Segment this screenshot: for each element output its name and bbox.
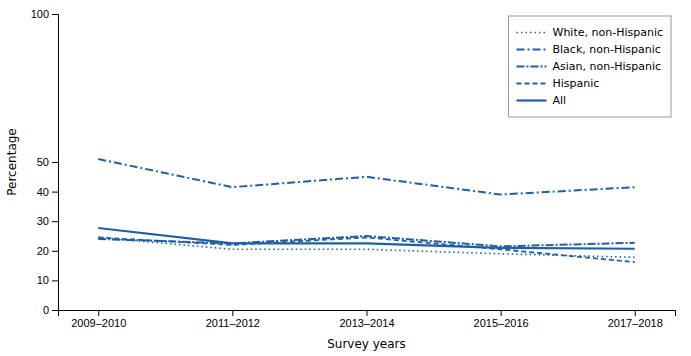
y-axis: 0 10 20 30 40 50 100 bbox=[31, 8, 59, 316]
legend-swatch bbox=[517, 66, 547, 68]
legend-label: All bbox=[553, 94, 567, 107]
y-tick-mark bbox=[52, 192, 58, 193]
y-tick-mark bbox=[52, 221, 58, 222]
y-tick: 30 bbox=[37, 215, 58, 227]
chart: 2009–2010 2011–2012 2013–2014 2015–2016 2017… bbox=[0, 0, 691, 356]
legend-label: Hispanic bbox=[553, 77, 600, 90]
y-tick-mark bbox=[52, 310, 58, 311]
y-tick-mark bbox=[52, 14, 58, 15]
y-axis-title: Percentage bbox=[5, 128, 19, 196]
plot: 2009–2010 2011–2012 2013–2014 2015–2016 2017… bbox=[5, 8, 676, 351]
legend-frame bbox=[509, 16, 671, 117]
y-tick-label: 20 bbox=[37, 245, 49, 257]
series-line bbox=[98, 237, 635, 262]
legend-label: White, non-Hispanic bbox=[553, 26, 663, 39]
legend-swatch bbox=[517, 32, 547, 34]
x-tick: 2013–2014 bbox=[339, 310, 394, 329]
x-tick-mark bbox=[367, 310, 368, 316]
x-tick-label: 2013–2014 bbox=[339, 317, 394, 329]
y-tick-label: 50 bbox=[37, 156, 49, 168]
y-tick: 100 bbox=[31, 8, 58, 20]
x-axis: 2009–2010 2011–2012 2013–2014 2015–2016 2017… bbox=[59, 310, 676, 329]
x-axis-line bbox=[59, 311, 676, 317]
legend-swatch bbox=[517, 49, 547, 51]
x-tick: 2017–2018 bbox=[608, 310, 663, 329]
y-tick: 0 bbox=[43, 304, 58, 316]
y-tick-label: 30 bbox=[37, 215, 49, 227]
y-tick-mark bbox=[52, 280, 58, 281]
legend-swatch bbox=[517, 99, 547, 101]
y-tick: 10 bbox=[37, 274, 58, 286]
legend-label: Asian, non-Hispanic bbox=[553, 60, 662, 73]
x-tick-mark bbox=[635, 310, 636, 316]
legend-swatch bbox=[517, 83, 547, 85]
x-tick: 2011–2012 bbox=[206, 310, 260, 329]
y-tick-label: 0 bbox=[43, 304, 49, 316]
y-axis-line bbox=[52, 15, 59, 311]
y-tick: 40 bbox=[37, 186, 58, 198]
y-tick: 50 bbox=[37, 156, 58, 168]
x-axis-title: Survey years bbox=[327, 337, 406, 351]
y-tick-mark bbox=[52, 251, 58, 252]
x-tick-label: 2017–2018 bbox=[608, 317, 663, 329]
x-tick: 2009–2010 bbox=[71, 310, 126, 329]
y-tick: 20 bbox=[37, 245, 58, 257]
x-tick-mark bbox=[232, 310, 233, 316]
x-tick: 2015–2016 bbox=[474, 310, 529, 329]
lines bbox=[98, 159, 635, 262]
series-line bbox=[98, 228, 635, 249]
x-tick-mark bbox=[501, 310, 502, 316]
series-line bbox=[98, 159, 635, 195]
x-tick-label: 2011–2012 bbox=[206, 317, 260, 329]
y-tick-mark bbox=[52, 162, 58, 163]
y-tick-label: 100 bbox=[31, 8, 49, 20]
x-tick-mark bbox=[98, 310, 99, 316]
legend: White, non-Hispanic Black, non-Hispanic As… bbox=[509, 16, 671, 117]
y-tick-label: 10 bbox=[37, 274, 49, 286]
x-tick-label: 2015–2016 bbox=[474, 317, 529, 329]
y-tick-label: 40 bbox=[37, 186, 49, 198]
legend-label: Black, non-Hispanic bbox=[553, 43, 661, 56]
x-tick-label: 2009–2010 bbox=[71, 317, 126, 329]
